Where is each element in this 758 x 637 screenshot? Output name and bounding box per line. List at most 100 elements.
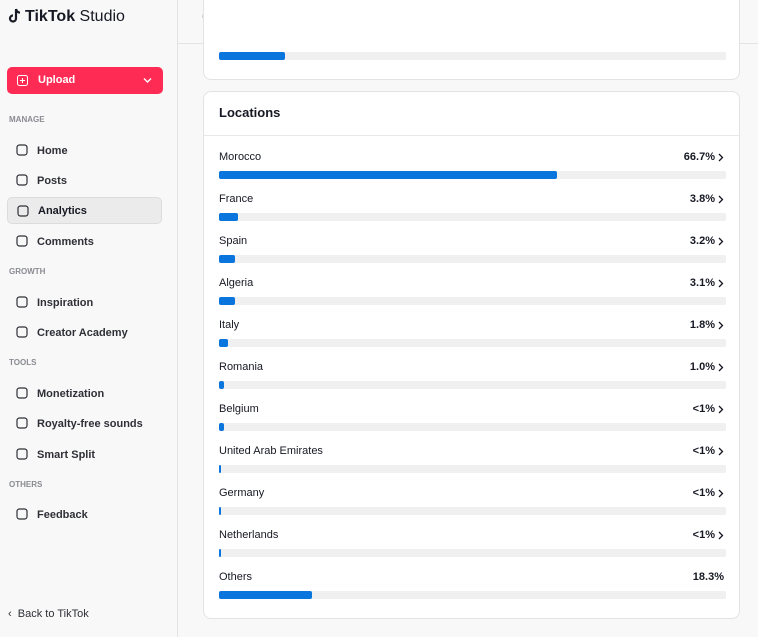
nav-icon xyxy=(16,508,28,520)
location-row[interactable]: Italy 1.8% xyxy=(204,319,739,353)
nav-label: Home xyxy=(37,144,68,157)
location-name: Italy xyxy=(219,319,240,331)
card-title: Locations xyxy=(219,105,281,120)
bar xyxy=(219,423,224,431)
location-name: France xyxy=(219,193,254,205)
location-value: 3.2% xyxy=(689,235,715,247)
location-row[interactable]: Algeria 3.1% xyxy=(204,277,739,311)
nav-label: Comments xyxy=(37,235,94,248)
nav-icon xyxy=(16,174,28,186)
nav-item[interactable]: Monetization xyxy=(7,380,162,407)
location-value: 66.7% xyxy=(683,151,715,163)
location-value: 3.8% xyxy=(689,193,715,205)
bar-track xyxy=(219,549,726,557)
bar-track xyxy=(219,465,726,473)
section-title: TOOLS xyxy=(9,358,37,367)
bar-track xyxy=(219,297,726,305)
location-row[interactable]: Others 18.3% xyxy=(204,571,739,605)
upload-icon xyxy=(17,75,28,86)
location-name: Spain xyxy=(219,235,248,247)
bar-track xyxy=(219,339,726,347)
bar xyxy=(219,255,236,263)
location-name: Morocco xyxy=(219,151,262,163)
upload-button[interactable]: Upload xyxy=(7,67,163,94)
nav-item[interactable]: Creator Academy xyxy=(7,319,162,346)
upload-label: Upload xyxy=(38,74,76,86)
location-row[interactable]: United Arab Emirates <1% xyxy=(204,445,739,479)
nav-label: Posts xyxy=(37,174,67,187)
chevron xyxy=(718,531,724,540)
chevron xyxy=(718,363,724,372)
nav-item[interactable]: Home xyxy=(7,137,162,164)
chevron xyxy=(718,195,724,204)
nav-label: Feedback xyxy=(37,508,88,521)
logo-icon xyxy=(8,8,21,23)
bar xyxy=(219,381,225,389)
nav-icon xyxy=(16,387,28,399)
location-name: Belgium xyxy=(219,403,259,415)
chevron xyxy=(718,489,724,498)
section-title: GROWTH xyxy=(9,267,46,276)
nav-item[interactable]: Analytics xyxy=(7,197,162,224)
location-name: United Arab Emirates xyxy=(219,445,323,457)
nav-label: Analytics xyxy=(38,204,87,217)
location-name: Algeria xyxy=(219,277,254,289)
chevron xyxy=(718,405,724,414)
location-row[interactable]: Belgium <1% xyxy=(204,403,739,437)
bar xyxy=(219,171,558,179)
divider xyxy=(204,135,739,136)
nav-icon xyxy=(17,205,29,217)
bar xyxy=(219,52,285,60)
bar-track xyxy=(219,171,726,179)
location-row[interactable]: Germany <1% xyxy=(204,487,739,521)
bar-track xyxy=(219,591,726,599)
location-row[interactable]: Morocco 66.7% xyxy=(204,151,739,185)
chevron xyxy=(718,279,724,288)
location-row[interactable]: Romania 1.0% xyxy=(204,361,739,395)
nav-icon xyxy=(16,448,28,460)
section-title: MANAGE xyxy=(9,115,45,124)
location-value: <1% xyxy=(692,403,715,415)
chevron-down xyxy=(143,78,152,83)
location-value: 1.0% xyxy=(689,361,715,373)
location-name: Germany xyxy=(219,487,265,499)
bar xyxy=(219,465,222,473)
chevron xyxy=(718,447,724,456)
nav-item[interactable]: Inspiration xyxy=(7,289,162,316)
location-name: Netherlands xyxy=(219,529,279,541)
location-value: 1.8% xyxy=(689,319,715,331)
nav-icon xyxy=(16,417,28,429)
back-label: Back to TikTok xyxy=(17,608,89,620)
bar xyxy=(219,339,229,347)
location-row[interactable]: France 3.8% xyxy=(204,193,739,227)
bar-track xyxy=(219,255,726,263)
bar-track xyxy=(219,381,726,389)
location-row[interactable]: Spain 3.2% xyxy=(204,235,739,269)
bar-track xyxy=(219,52,726,60)
location-row[interactable]: Netherlands <1% xyxy=(204,529,739,563)
bar xyxy=(219,591,312,599)
nav-item[interactable]: Smart Split xyxy=(7,441,162,468)
nav-icon xyxy=(16,144,28,156)
nav-item[interactable]: Feedback xyxy=(7,501,162,528)
nav-label: Smart Split xyxy=(37,448,96,461)
bar xyxy=(219,297,235,305)
nav-item[interactable]: Royalty-free sounds xyxy=(7,410,162,437)
nav-label: Inspiration xyxy=(37,296,94,309)
nav-item[interactable]: Posts xyxy=(7,167,162,194)
logo: TikTok Studio xyxy=(25,8,125,26)
back-link[interactable]: ‹ Back to TikTok xyxy=(8,608,89,620)
nav-label: Monetization xyxy=(37,387,105,400)
section-title: OTHERS xyxy=(9,480,43,489)
nav-item[interactable]: Comments xyxy=(7,228,162,255)
nav-icon xyxy=(16,326,28,338)
bar-track xyxy=(219,507,726,515)
chevron xyxy=(718,237,724,246)
nav-icon xyxy=(16,296,28,308)
previous-card xyxy=(203,0,740,80)
location-value: 3.1% xyxy=(689,277,715,289)
brand: TikTok xyxy=(25,8,76,25)
nav-label: Royalty-free sounds xyxy=(37,417,143,430)
sidebar: TikTok Studio Upload ‹ Back to TikTok MA… xyxy=(0,0,178,637)
